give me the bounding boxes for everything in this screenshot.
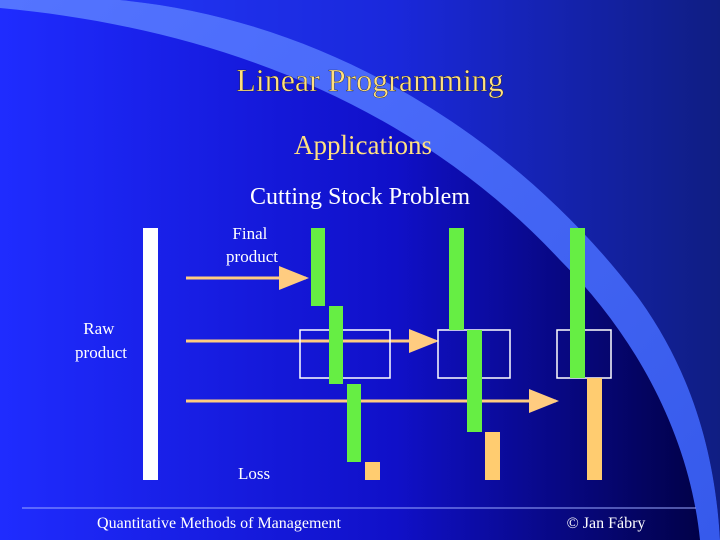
subtitle: Applications <box>294 130 432 160</box>
piece <box>329 306 343 384</box>
loss-piece <box>485 432 500 480</box>
loss-label: Loss <box>238 464 270 483</box>
raw-material-bar <box>143 228 158 480</box>
final-product-label: Final product <box>226 224 278 266</box>
piece <box>570 228 585 378</box>
title: Linear Programming <box>236 62 503 98</box>
piece <box>467 330 482 432</box>
piece <box>311 228 325 306</box>
loss-piece <box>587 378 602 480</box>
raw-product-label: Raw product <box>75 319 127 362</box>
loss-piece <box>365 462 380 480</box>
heading: Cutting Stock Problem <box>250 184 470 210</box>
swoosh-shade <box>120 0 720 540</box>
piece <box>347 384 361 462</box>
cut-box <box>299 329 391 379</box>
piece <box>449 228 464 330</box>
footer-right: © Jan Fábry <box>567 515 646 532</box>
footer-left: Quantitative Methods of Management <box>97 515 341 532</box>
